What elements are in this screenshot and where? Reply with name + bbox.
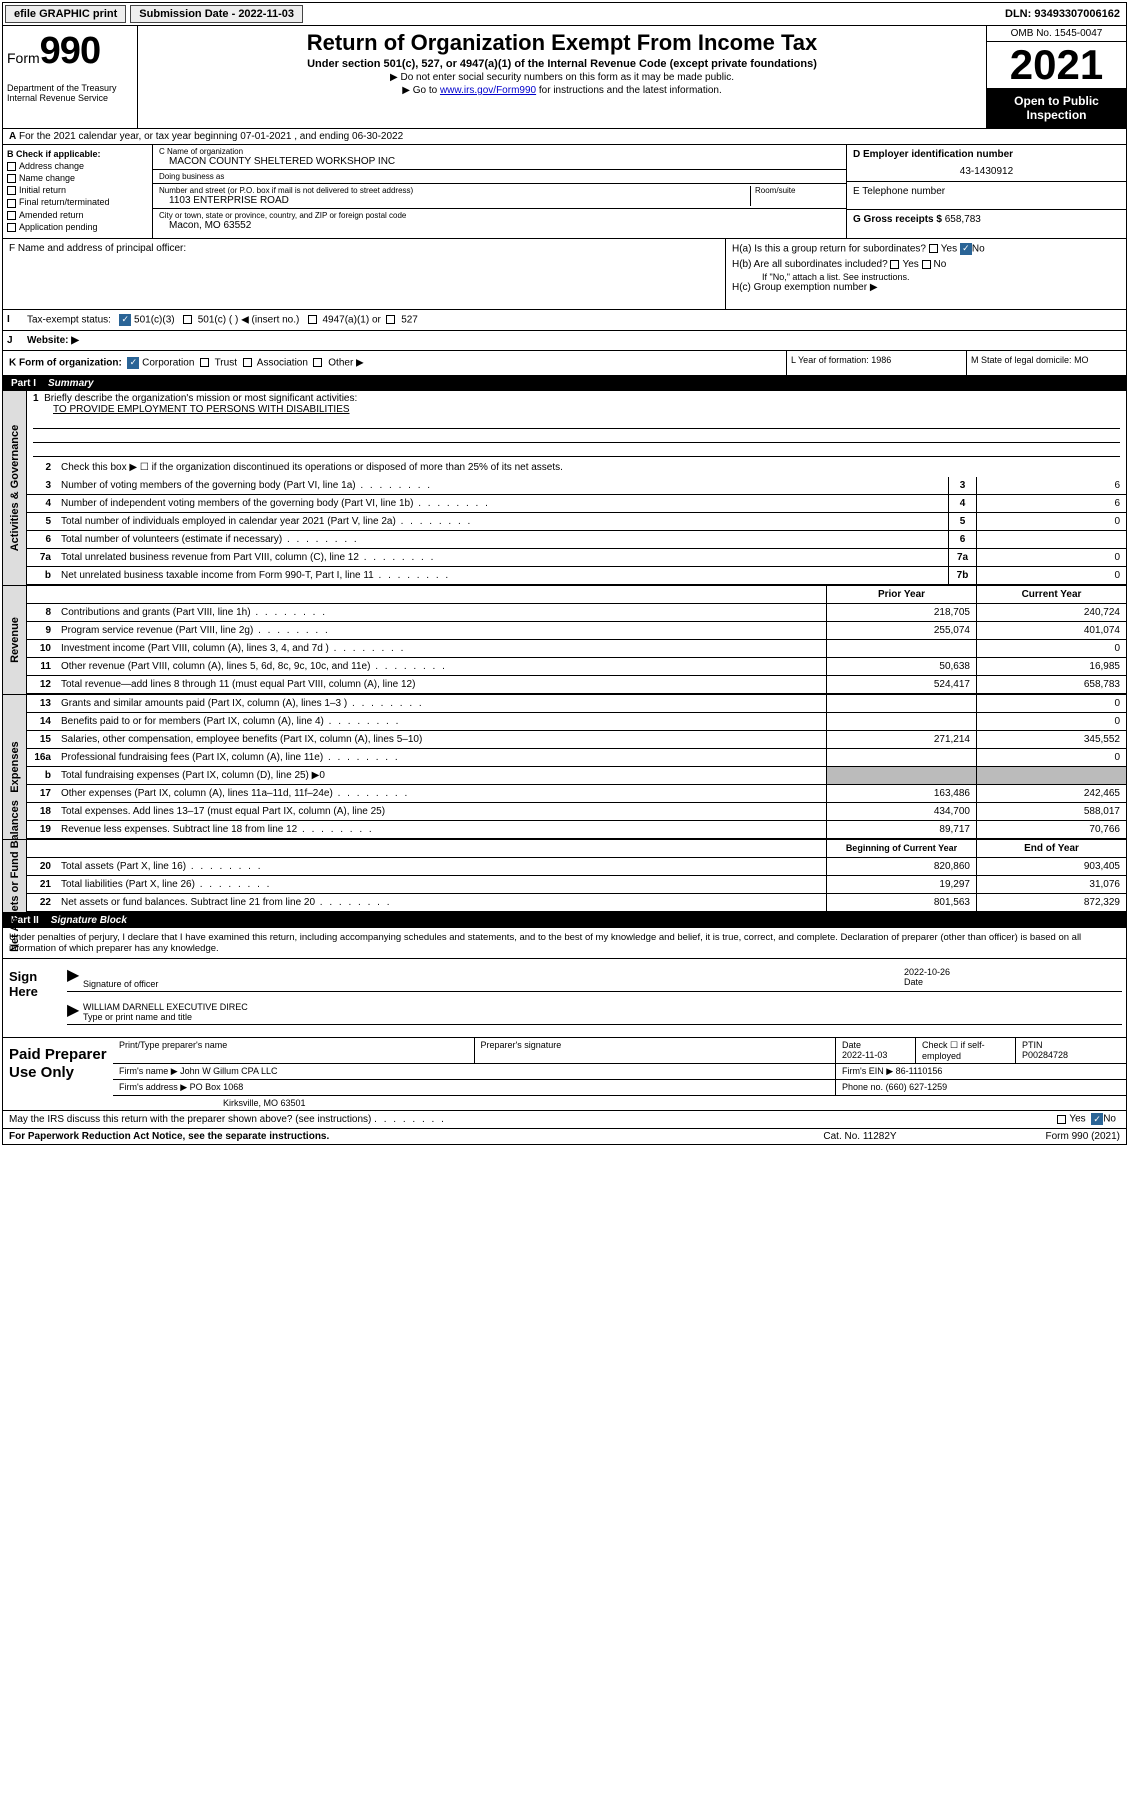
- v4: 6: [976, 495, 1126, 512]
- paid-preparer-block: Paid Preparer Use Only Print/Type prepar…: [3, 1038, 1126, 1111]
- discuss-no[interactable]: ✓: [1091, 1113, 1103, 1125]
- firm-name: John W Gillum CPA LLC: [180, 1066, 277, 1076]
- mission-text: TO PROVIDE EMPLOYMENT TO PERSONS WITH DI…: [33, 404, 1120, 415]
- row-f-h: F Name and address of principal officer:…: [3, 239, 1126, 310]
- officer-name: WILLIAM DARNELL EXECUTIVE DIREC: [83, 1002, 1120, 1012]
- tax-year: 2021: [987, 42, 1126, 88]
- form-note-1: ▶ Do not enter social security numbers o…: [146, 72, 978, 83]
- col-deg: D Employer identification number 43-1430…: [846, 145, 1126, 238]
- v6: [976, 531, 1126, 548]
- chk-501c[interactable]: [183, 315, 192, 324]
- open-public-badge: Open to Public Inspection: [987, 88, 1126, 128]
- prep-date: 2022-11-03: [842, 1050, 887, 1060]
- state-domicile: MO: [1074, 355, 1089, 365]
- efile-print-button[interactable]: efile GRAPHIC print: [5, 5, 126, 23]
- hb-no[interactable]: [922, 260, 931, 269]
- chk-4947[interactable]: [308, 315, 317, 324]
- ha-yes[interactable]: [929, 244, 938, 253]
- vtab-net-assets: Net Assets or Fund Balances: [3, 840, 27, 912]
- v5: 0: [976, 513, 1126, 530]
- ein: 43-1430912: [853, 160, 1120, 177]
- part-1-bar: Part ISummary: [3, 376, 1126, 391]
- hc-group-exemption: H(c) Group exemption number ▶: [732, 282, 1120, 293]
- principal-officer-label: F Name and address of principal officer:: [9, 243, 719, 254]
- top-toolbar: efile GRAPHIC print Submission Date - 20…: [3, 3, 1126, 26]
- chk-final-return[interactable]: [7, 199, 16, 208]
- submission-date-button[interactable]: Submission Date - 2022-11-03: [130, 5, 303, 23]
- vtab-governance: Activities & Governance: [3, 391, 27, 585]
- omb-number: OMB No. 1545-0047: [987, 26, 1126, 42]
- form-number: Form990: [7, 30, 133, 73]
- discuss-yes[interactable]: [1057, 1115, 1066, 1124]
- form-header: Form990 Department of the Treasury Inter…: [3, 26, 1126, 129]
- firm-addr2: Kirksville, MO 63501: [113, 1096, 1126, 1110]
- form-of-org: K Form of organization: ✓ Corporation Tr…: [3, 351, 786, 375]
- form-note-2: ▶ Go to www.irs.gov/Form990 for instruct…: [146, 85, 978, 96]
- chk-amended[interactable]: [7, 211, 16, 220]
- v7a: 0: [976, 549, 1126, 566]
- footer: For Paperwork Reduction Act Notice, see …: [3, 1129, 1126, 1144]
- vtab-revenue: Revenue: [3, 586, 27, 694]
- gross-receipts: 658,783: [945, 214, 981, 225]
- firm-phone: (660) 627-1259: [886, 1082, 948, 1092]
- chk-app-pending[interactable]: [7, 223, 16, 232]
- form-subtitle: Under section 501(c), 527, or 4947(a)(1)…: [146, 58, 978, 70]
- chk-assoc[interactable]: [243, 358, 252, 367]
- dept-treasury: Department of the Treasury Internal Reve…: [7, 83, 133, 103]
- form-title: Return of Organization Exempt From Incom…: [146, 30, 978, 56]
- chk-501c3[interactable]: ✓: [119, 314, 131, 326]
- chk-name-change[interactable]: [7, 174, 16, 183]
- sign-here-block: Sign Here ▶ Signature of officer 2022-10…: [3, 959, 1126, 1038]
- tax-exempt-status: Tax-exempt status: ✓ 501(c)(3) 501(c) ( …: [23, 310, 1126, 330]
- chk-other[interactable]: [313, 358, 322, 367]
- irs-link[interactable]: www.irs.gov/Form990: [440, 85, 536, 96]
- col-b-checkboxes: B Check if applicable: Address change Na…: [3, 145, 153, 238]
- phone-label: E Telephone number: [853, 186, 1120, 197]
- street-address: 1103 ENTERPRISE ROAD: [159, 195, 750, 206]
- v7b: 0: [976, 567, 1126, 584]
- ptin: P00284728: [1022, 1050, 1068, 1060]
- v3: 6: [976, 477, 1126, 494]
- chk-initial-return[interactable]: [7, 186, 16, 195]
- ha-no[interactable]: ✓: [960, 243, 972, 255]
- firm-ein: 86-1110156: [896, 1066, 943, 1076]
- firm-addr1: PO Box 1068: [190, 1082, 244, 1092]
- chk-address-change[interactable]: [7, 162, 16, 171]
- perjury-declaration: Under penalties of perjury, I declare th…: [3, 928, 1126, 959]
- org-name: MACON COUNTY SHELTERED WORKSHOP INC: [159, 156, 840, 167]
- hb-yes[interactable]: [890, 260, 899, 269]
- col-c-org-info: C Name of organization MACON COUNTY SHEL…: [153, 145, 846, 238]
- sign-date: 2022-10-26: [904, 967, 1120, 977]
- chk-corp[interactable]: ✓: [127, 357, 139, 369]
- chk-527[interactable]: [386, 315, 395, 324]
- year-formation: 1986: [871, 355, 891, 365]
- part-2-bar: Part IISignature Block: [3, 913, 1126, 928]
- chk-trust[interactable]: [200, 358, 209, 367]
- row-a-tax-year: A For the 2021 calendar year, or tax yea…: [3, 129, 1126, 145]
- city-state-zip: Macon, MO 63552: [159, 220, 840, 231]
- website: Website: ▶: [23, 331, 1126, 350]
- dln-label: DLN: 93493307006162: [999, 8, 1126, 20]
